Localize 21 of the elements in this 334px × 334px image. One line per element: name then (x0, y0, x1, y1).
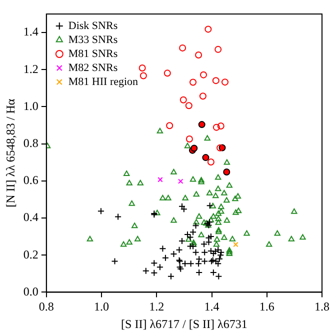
legend-label: M82 SNRs (68, 62, 118, 74)
x-tick-label: 1.8 (314, 300, 330, 314)
y-tick-label: 0.8 (23, 136, 38, 150)
y-tick-label: 1.4 (23, 24, 38, 39)
y-tick-label: 1.2 (23, 62, 38, 76)
legend-label: M33 SNRs (68, 34, 118, 46)
x-tick-label: 1.4 (204, 300, 220, 314)
legend-label: Disk SNRs (68, 20, 118, 32)
legend-label: M81 HII region (68, 76, 139, 88)
y-tick-label: 1.0 (23, 98, 38, 113)
y-tick-label: 0.6 (23, 173, 38, 188)
x-tick-label: 1.6 (259, 300, 274, 314)
y-tick-label: 0.0 (23, 284, 38, 298)
x-axis-title: [S II] λ6717 / [S II] λ6731 (121, 316, 248, 331)
x-tick-label: 0.8 (38, 300, 54, 314)
y-tick-label: 0.2 (23, 247, 38, 262)
y-axis-title: [N II] λλ 6548,83 / Hα (3, 98, 18, 208)
legend-label: M81 SNRs (68, 48, 118, 60)
x-tick-label: 1.2 (149, 300, 164, 314)
y-tick-label: 0.4 (23, 210, 38, 224)
x-tick-label: 1.0 (94, 300, 110, 314)
